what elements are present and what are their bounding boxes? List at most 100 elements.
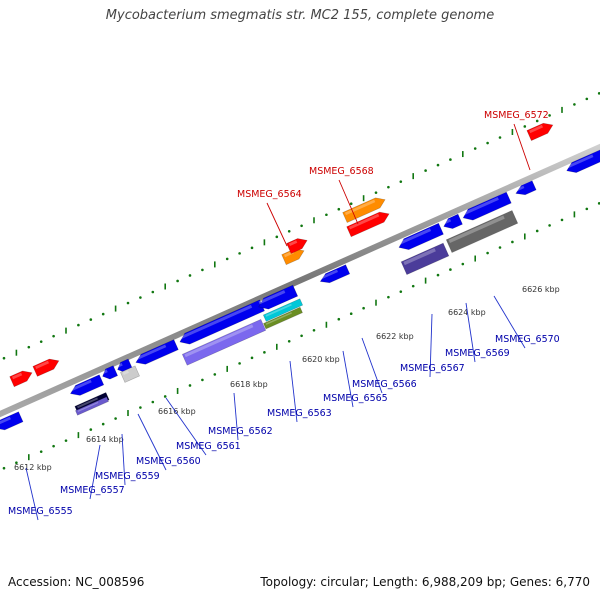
minor-tick	[548, 224, 551, 227]
gene-label-MSMEG_6561[interactable]: MSMEG_6561	[176, 441, 241, 452]
gene-MSMEG_6567-arrow[interactable]	[461, 191, 512, 223]
feature-bar-grey[interactable]	[120, 365, 140, 383]
minor-tick	[126, 301, 130, 305]
minor-tick	[300, 334, 303, 338]
minor-tick	[449, 158, 452, 161]
gene-label-MSMEG_6569[interactable]: MSMEG_6569	[445, 348, 510, 359]
leader-line	[289, 360, 298, 423]
gene-MSMEG_6560-arrow[interactable]	[134, 339, 179, 368]
leader-line	[429, 313, 433, 378]
minor-tick	[151, 400, 155, 404]
gene-label-MSMEG_6565[interactable]: MSMEG_6565	[323, 393, 388, 404]
gene-label-MSMEG_6557[interactable]: MSMEG_6557	[60, 485, 125, 496]
minor-tick	[424, 169, 427, 172]
leader-line	[342, 350, 354, 408]
minor-tick	[560, 218, 564, 222]
gene-label-MSMEG_6560[interactable]: MSMEG_6560	[136, 456, 201, 467]
minor-tick	[89, 428, 93, 431]
minor-tick	[238, 362, 241, 365]
gene-MSMEG_6557-arrow[interactable]	[68, 374, 105, 399]
gene-label-MSMEG_6562[interactable]: MSMEG_6562	[208, 426, 273, 437]
leader-line	[165, 397, 207, 456]
gene-reverse-arrow[interactable]	[0, 411, 24, 433]
gene-forward-arrow[interactable]	[9, 368, 35, 388]
scale-tick-label: 6612 kbp	[14, 463, 52, 472]
gene-label-MSMEG_6570[interactable]: MSMEG_6570	[495, 334, 560, 345]
minor-tick	[597, 202, 600, 205]
minor-tick	[114, 417, 117, 420]
gene-label-MSMEG_6567[interactable]: MSMEG_6567	[400, 363, 465, 374]
gene-label-MSMEG_6563[interactable]: MSMEG_6563	[267, 408, 332, 419]
gene-reverse-arrow[interactable]	[100, 365, 119, 382]
gene-label-MSMEG_6555[interactable]: MSMEG_6555	[8, 506, 73, 517]
minor-tick	[39, 340, 43, 343]
gene-MSMEG_6569-arrow[interactable]	[564, 149, 600, 176]
outer-tick-ring	[2, 92, 600, 360]
minor-tick	[188, 384, 192, 387]
minor-tick	[461, 262, 465, 266]
genome-summary-text: Topology: circular; Length: 6,988,209 bp…	[260, 575, 590, 589]
gene-label-MSMEG_6566[interactable]: MSMEG_6566	[352, 379, 417, 390]
gene-MSMEG_6561-arrow[interactable]	[177, 299, 265, 348]
minor-tick	[597, 92, 600, 95]
minor-tick	[585, 207, 589, 211]
minor-tick	[498, 136, 502, 139]
gene-features	[0, 120, 600, 433]
minor-tick	[374, 191, 378, 194]
minor-tick	[473, 147, 477, 150]
feature-bar-cyan[interactable]	[262, 298, 304, 322]
scale-tick-label: 6616 kbp	[158, 407, 196, 416]
scale-tick-label: 6618 kbp	[230, 380, 268, 389]
scale-tick-label: 6622 kbp	[376, 332, 414, 341]
feature-bar-indigo[interactable]	[400, 242, 450, 276]
minor-tick	[573, 103, 576, 106]
gene-label-MSMEG_6572[interactable]: MSMEG_6572	[484, 110, 549, 121]
scale-tick-label: 6614 kbp	[86, 435, 124, 444]
inner-tick-ring	[2, 202, 600, 470]
minor-tick	[535, 119, 539, 123]
feature-bar-purple[interactable]	[181, 318, 267, 366]
map-title: Mycobacterium smegmatis str. MC2 155, co…	[105, 8, 495, 23]
scale-tick-label: 6620 kbp	[302, 355, 340, 364]
feature-bar-olive[interactable]	[263, 306, 303, 330]
leader-line	[513, 123, 531, 171]
minor-tick	[176, 279, 179, 283]
minor-tick	[548, 114, 551, 117]
minor-tick	[436, 163, 440, 167]
minor-tick	[188, 274, 192, 277]
gene-MSMEG_6566-arrow[interactable]	[397, 222, 444, 253]
feature-bar-grey[interactable]	[445, 210, 519, 253]
gene-forward-arrow[interactable]	[32, 356, 61, 377]
gene-label-MSMEG_6564[interactable]: MSMEG_6564	[237, 189, 302, 200]
feature-bar-purple[interactable]	[75, 396, 109, 416]
minor-tick	[39, 450, 43, 453]
minor-tick	[250, 356, 254, 360]
minor-tick	[89, 318, 93, 321]
minor-tick	[275, 235, 279, 239]
leader-line	[233, 392, 239, 441]
minor-tick	[399, 180, 403, 183]
gene-label-MSMEG_6559[interactable]: MSMEG_6559	[95, 471, 160, 482]
minor-tick	[325, 213, 328, 217]
minor-tick	[312, 328, 316, 332]
minor-tick	[349, 312, 353, 316]
leader-line	[465, 302, 476, 363]
gene-reverse-arrow[interactable]	[442, 213, 463, 231]
minor-tick	[436, 273, 440, 277]
gene-forward-arrow[interactable]	[346, 209, 392, 238]
gene-forward-arrow[interactable]	[286, 235, 310, 254]
minor-tick	[523, 125, 527, 128]
minor-tick	[2, 466, 6, 470]
gene-label-MSMEG_6568[interactable]: MSMEG_6568	[309, 166, 374, 177]
minor-tick	[349, 202, 353, 206]
minor-tick	[511, 240, 514, 244]
gene-MSMEG_6562-arrow[interactable]	[256, 284, 299, 312]
minor-tick	[498, 246, 502, 249]
gene-MSMEG_6565-arrow[interactable]	[318, 264, 351, 286]
gene-reverse-arrow[interactable]	[514, 180, 537, 198]
minor-tick	[300, 224, 303, 228]
gene-MSMEG_6572-arrow[interactable]	[526, 120, 555, 141]
leader-line	[121, 433, 126, 486]
minor-tick	[250, 246, 254, 250]
